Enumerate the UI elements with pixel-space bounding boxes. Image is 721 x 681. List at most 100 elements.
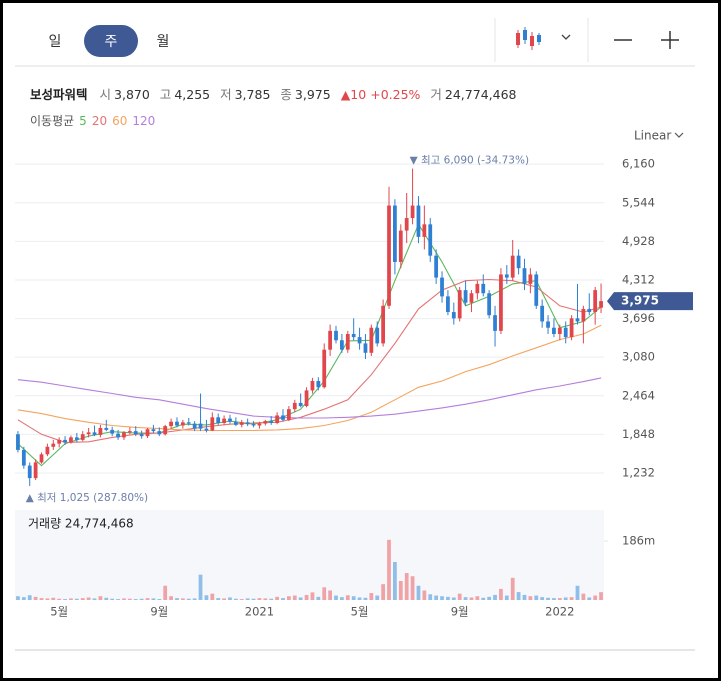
candle-body: [304, 390, 309, 407]
tab-selected-bg[interactable]: [84, 25, 138, 57]
ma-line: [17, 223, 602, 467]
candle-body: [180, 422, 185, 426]
x-tick-label: 2021: [245, 605, 274, 619]
volume-bar: [257, 598, 262, 600]
candle-body: [263, 421, 268, 424]
candle-body: [157, 431, 162, 435]
y-tick-label: 5,544: [622, 195, 655, 209]
ma-line: [17, 278, 602, 443]
tab-day[interactable]: 일: [49, 34, 62, 50]
dropdown-chevron[interactable]: [561, 34, 571, 40]
tab-month[interactable]: 월: [157, 34, 170, 50]
volume-bar: [16, 596, 20, 600]
y-tick-label: 1,848: [622, 427, 655, 441]
price-tag-label: 3,975: [621, 294, 659, 308]
ma-legend-item: 5: [79, 114, 87, 128]
close-label: 종: [280, 87, 292, 102]
candle-body: [204, 428, 209, 431]
open-label: 시: [100, 87, 112, 102]
volume-bar: [163, 585, 168, 600]
volume-bar: [51, 597, 56, 600]
scale-toggle[interactable]: Linear: [634, 129, 671, 143]
change: ▲10: [341, 87, 367, 102]
ma-legend: 이동평균 5 20 60 120: [30, 114, 155, 128]
candle-body: [487, 293, 492, 316]
candle-body: [428, 224, 433, 256]
low-value: 3,785: [235, 87, 271, 102]
volume-bar: [210, 593, 215, 600]
volume-bar: [127, 598, 132, 600]
candle-body: [563, 327, 568, 338]
volume-bar: [74, 598, 79, 600]
volume-bar: [499, 588, 503, 600]
ma-line: [17, 324, 602, 432]
volume-bar: [575, 585, 580, 600]
candle-body: [316, 380, 321, 388]
candle-body: [334, 330, 338, 341]
chart-type-icon[interactable]: [516, 27, 541, 50]
volume-bar: [351, 596, 356, 600]
candle-body: [522, 268, 527, 284]
candle-body: [593, 290, 598, 313]
candle-body: [222, 418, 226, 423]
high-annotation: ▼ 최고 6,090 (-34.73%): [410, 155, 530, 167]
volume-bar: [204, 595, 209, 600]
zoom-in[interactable]: [661, 31, 679, 49]
volume-bar: [116, 599, 120, 600]
candle-body: [45, 446, 50, 455]
volume-bar: [510, 577, 515, 600]
y-tick-label: 1,232: [622, 465, 655, 479]
candle-body: [145, 429, 150, 437]
candle-body: [351, 333, 356, 338]
candle-body: [440, 277, 444, 297]
candle-body: [27, 465, 32, 479]
volume-bar: [269, 598, 274, 600]
volume-bar: [80, 598, 85, 600]
candle-body: [469, 293, 474, 303]
volume-bar: [98, 596, 103, 600]
ma-label: 이동평균: [30, 114, 74, 128]
volume-bar: [45, 598, 50, 600]
candle-body: [163, 426, 168, 435]
volume-bar: [298, 597, 303, 600]
volume-bar: [593, 595, 598, 600]
volume-bar: [198, 574, 203, 600]
candle-body: [33, 462, 38, 479]
volume-bar: [69, 598, 73, 600]
candle-body: [98, 427, 103, 435]
volume-bar: [245, 598, 250, 600]
candle-body: [86, 432, 91, 435]
candle-body: [169, 421, 173, 427]
candle-body: [257, 423, 262, 426]
candle-body: [216, 417, 221, 423]
candle-body: [133, 431, 138, 435]
scale-chevron[interactable]: [674, 132, 684, 138]
candle-body: [239, 422, 244, 425]
volume-bar: [169, 596, 173, 600]
candle-body: [569, 318, 574, 338]
volume-bar: [416, 585, 421, 600]
high-value: 4,255: [174, 87, 210, 102]
volume-bar: [216, 598, 221, 600]
candle-body: [581, 308, 586, 322]
candle-body: [499, 274, 503, 331]
volume-bar: [275, 596, 279, 600]
x-tick-label: 2022: [545, 605, 574, 619]
volume-bar: [33, 596, 38, 600]
candle-body: [575, 318, 580, 322]
tab-week[interactable]: 주: [105, 34, 118, 50]
volume-bar: [63, 599, 67, 600]
candle-body: [516, 255, 521, 269]
volume-bar: [322, 587, 327, 600]
candle-body: [151, 429, 156, 432]
candle-body: [463, 290, 468, 303]
quote-header: 보성파워텍 시 3,870 고 4,255 저 3,785 종 3,975 ▲10 +0.…: [30, 87, 517, 102]
candle-body: [192, 423, 197, 429]
volume-bar: [475, 596, 480, 600]
candle-body: [363, 343, 368, 353]
candle-body: [451, 312, 456, 319]
volume-bar: [540, 597, 545, 600]
y-tick-label: 3,080: [622, 350, 655, 364]
volume-bar: [434, 595, 439, 600]
